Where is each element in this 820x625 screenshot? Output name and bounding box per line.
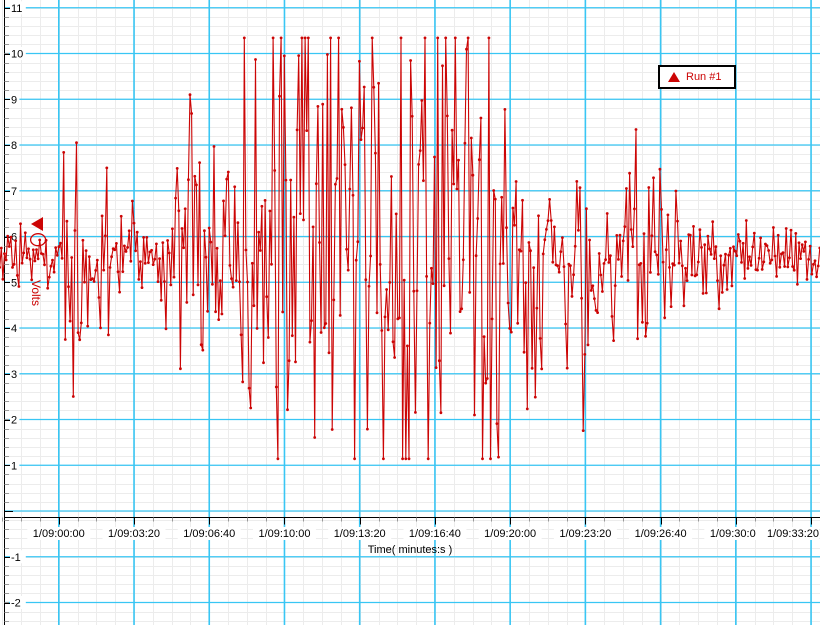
y-tick-label: 9 <box>11 94 17 106</box>
y-tick-label: 8 <box>11 140 17 152</box>
legend-run1-label: Run #1 <box>686 70 722 83</box>
x-tick-label: 1/09:10:00 <box>258 528 310 540</box>
x-axis-title: Time( minutes:s ) <box>368 544 453 556</box>
y-tick-label: 4 <box>11 323 17 335</box>
x-tick-labels: 1/09:00:00 1/09:03:20 1/09:06:40 1/09:10:00… <box>27 527 819 540</box>
y-tick-label: 3 <box>11 369 17 381</box>
y-cursor-triangle-icon[interactable] <box>31 217 43 231</box>
y-tick-label: 11 <box>11 3 22 15</box>
waveform-series-run1 <box>0 36 820 461</box>
x-tick-label: 1/09:13:20 <box>334 528 386 540</box>
x-tick-label: 1/09:06:40 <box>183 528 235 540</box>
x-tick-label: 1/09:23:20 <box>559 528 611 540</box>
x-tick-label: 1/09:33:20 <box>767 528 819 540</box>
y-tick-label: 1 <box>11 460 17 472</box>
y-axis-title: Volts <box>29 280 43 306</box>
y-tick-label: -1 <box>11 552 21 564</box>
y-tick-labels: 11 10 9 8 7 6 5 4 3 2 1 -1 -2 <box>10 1 26 610</box>
x-tick-label: 1/09:16:40 <box>409 528 461 540</box>
y-tick-label: 6 <box>11 232 17 244</box>
y-tick-label: 2 <box>11 415 17 427</box>
y-tick-label: 7 <box>11 186 17 198</box>
x-tick-label: 1/09:30:00 <box>710 528 762 540</box>
ellipse-marker-icon <box>29 233 47 247</box>
legend-run1-triangle-icon <box>668 72 680 82</box>
legend[interactable]: Run #1 <box>658 65 736 89</box>
x-tick-label: 1/09:03:20 <box>108 528 160 540</box>
y-tick-label: 10 <box>11 49 23 61</box>
waveform-line <box>0 37 820 460</box>
ellipse-annotation <box>29 233 47 247</box>
x-tick-label: 1/09:20:00 <box>484 528 536 540</box>
y-tick-label: -2 <box>11 598 21 610</box>
y-tick-label: 5 <box>11 277 17 289</box>
x-tick-label: 1/09:26:40 <box>635 528 687 540</box>
axis-titles: Time( minutes:s ) Volts <box>29 280 452 556</box>
x-tick-label: 1/09:00:00 <box>33 528 85 540</box>
